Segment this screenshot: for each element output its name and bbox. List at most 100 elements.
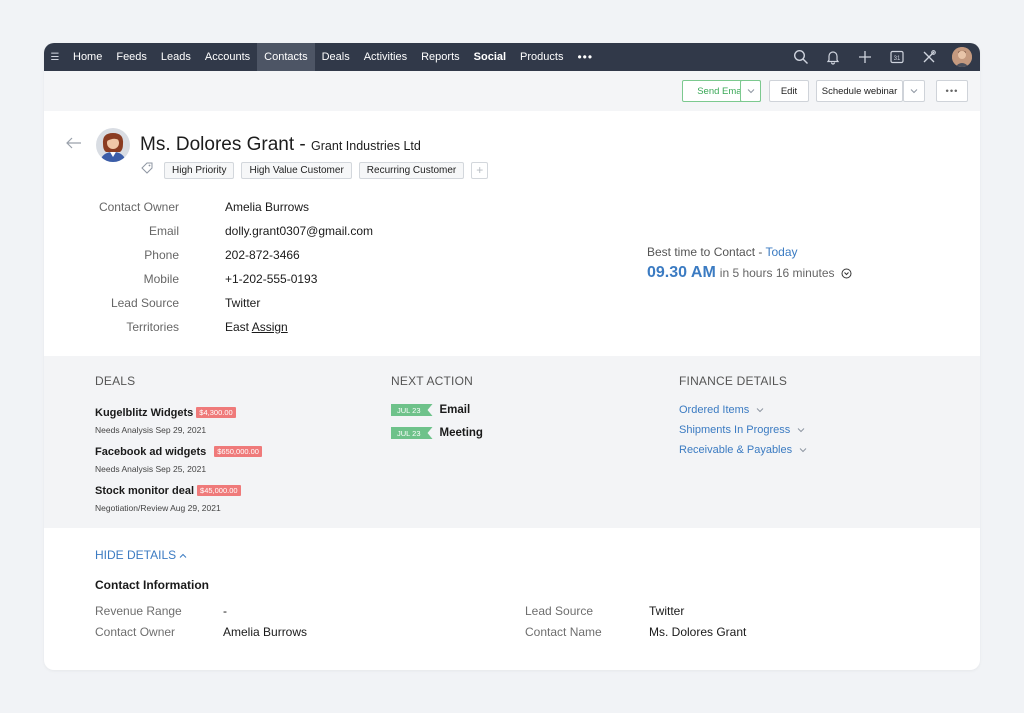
assign-link[interactable]: Assign <box>251 320 288 334</box>
finance-details-title: FINANCE DETAILS <box>679 374 788 388</box>
nav-item-leads[interactable]: Leads <box>160 51 191 63</box>
detail-label-lead-source: Lead Source <box>525 604 594 618</box>
deal-item[interactable]: Stock monitor deal $45,000.00 Negotiation… <box>95 481 241 513</box>
summary-panel: DEALS NEXT ACTION FINANCE DETAILS Kugelb… <box>44 356 980 528</box>
chevron-up-icon[interactable] <box>179 553 187 559</box>
detail-label-revenue-range: Revenue Range <box>95 604 182 618</box>
more-actions-label: ••• <box>945 85 959 97</box>
nav-right-icons: 31 <box>792 43 972 71</box>
schedule-webinar-button[interactable]: Schedule webinar <box>816 80 903 102</box>
schedule-webinar-dropdown[interactable] <box>903 80 925 102</box>
calendar-icon[interactable]: 31 <box>888 48 906 66</box>
field-label: Email <box>148 224 179 238</box>
detail-label-contact-name: Contact Name <box>525 625 602 639</box>
nav-item-feeds[interactable]: Feeds <box>116 51 147 63</box>
deal-stage: Negotiation/Review Aug 29, 2021 <box>95 503 221 513</box>
action-label[interactable]: Email <box>439 404 471 416</box>
finance-link-shipments[interactable]: Shipments In Progress <box>679 424 805 436</box>
chevron-down-icon[interactable] <box>797 425 805 435</box>
deal-amount-badge: $45,000.00 <box>197 485 241 496</box>
nav-item-accounts[interactable]: Accounts <box>204 51 251 63</box>
contact-title: Ms. Dolores Grant - Grant Industries Ltd <box>140 134 421 156</box>
deal-item[interactable]: Facebook ad widgets $650,000.00 Needs Ana… <box>95 442 262 474</box>
tag-icon <box>141 161 153 179</box>
search-icon[interactable] <box>792 48 810 66</box>
field-label: Lead Source <box>110 296 179 310</box>
detail-value-contact-name[interactable]: Ms. Dolores Grant <box>649 625 747 639</box>
nav-item-social[interactable]: Social <box>473 51 507 63</box>
best-time-text: Best time to Contact - <box>647 245 766 259</box>
finance-link-receivables[interactable]: Receivable & Payables <box>679 444 807 456</box>
next-action-item[interactable]: JUL 23 Email <box>391 404 470 416</box>
company-name[interactable]: Grant Industries Ltd <box>311 139 421 153</box>
detail-value-revenue-range[interactable]: - <box>223 604 227 618</box>
deals-title: DEALS <box>95 374 136 388</box>
crm-window: ☰ Home Feeds Leads Accounts Contacts Dea… <box>44 43 980 670</box>
nav-item-home[interactable]: Home <box>73 51 103 63</box>
send-email-label: Send Email <box>697 85 746 97</box>
finance-link-ordered-items[interactable]: Ordered Items <box>679 404 764 416</box>
schedule-webinar-label: Schedule webinar <box>821 85 898 97</box>
best-time-day: Today <box>765 245 798 259</box>
plus-icon[interactable] <box>856 48 874 66</box>
deal-amount-badge: $4,300.00 <box>196 407 236 418</box>
detail-value-contact-owner[interactable]: Amelia Burrows <box>223 625 308 639</box>
hide-details-label[interactable]: HIDE DETAILS <box>95 548 177 562</box>
field-value[interactable]: +1-202-555-0193 <box>225 272 318 286</box>
chevron-down-icon[interactable] <box>756 405 764 415</box>
add-tag-button[interactable]: + <box>471 161 489 179</box>
next-action-item[interactable]: JUL 23 Meeting <box>391 427 483 439</box>
contact-name: Ms. Dolores Grant - <box>140 134 312 155</box>
nav-item-deals[interactable]: Deals <box>321 51 350 63</box>
next-action-title: NEXT ACTION <box>391 374 473 388</box>
field-value[interactable]: dolly.grant0307@gmail.com <box>225 224 374 238</box>
deal-item[interactable]: Kugelblitz Widgets $4,300.00 Needs Analys… <box>95 403 236 435</box>
finance-link-label[interactable]: Shipments In Progress <box>679 424 791 436</box>
record-toolbar: Send Email Edit Schedule webinar ••• <box>44 71 980 111</box>
best-time-relative: in 5 hours 16 minutes <box>719 266 835 280</box>
field-value[interactable]: Twitter <box>225 296 261 310</box>
field-value[interactable]: Amelia Burrows <box>225 200 310 214</box>
user-avatar[interactable] <box>952 47 972 67</box>
tag-recurring-customer[interactable]: Recurring Customer <box>358 161 465 179</box>
territory-value: East <box>225 320 250 334</box>
tools-icon[interactable] <box>920 48 938 66</box>
deal-amount-badge: $650,000.00 <box>214 446 262 457</box>
nav-more-button[interactable]: ••• <box>577 50 594 64</box>
top-navigation: ☰ Home Feeds Leads Accounts Contacts Dea… <box>44 43 980 71</box>
contact-information-title: Contact Information <box>95 578 209 592</box>
deal-name[interactable]: Stock monitor deal <box>95 485 195 497</box>
field-label: Territories <box>126 320 179 334</box>
chevron-down-icon <box>910 89 918 94</box>
finance-link-label[interactable]: Ordered Items <box>679 404 750 416</box>
nav-item-contacts[interactable]: Contacts <box>257 43 315 71</box>
detail-value-lead-source[interactable]: Twitter <box>649 604 685 618</box>
field-label: Phone <box>144 248 179 262</box>
finance-link-label[interactable]: Receivable & Payables <box>679 444 793 456</box>
contact-avatar <box>96 128 130 167</box>
chevron-down-icon[interactable] <box>799 445 807 455</box>
field-value[interactable]: 202-872-3466 <box>225 248 300 262</box>
edit-button[interactable]: Edit <box>769 80 809 102</box>
back-arrow-icon[interactable] <box>66 136 82 153</box>
more-actions-button[interactable]: ••• <box>936 80 968 102</box>
bell-icon[interactable] <box>824 48 842 66</box>
best-time-label: Best time to Contact - Today <box>647 245 798 259</box>
hamburger-menu-icon[interactable]: ☰ <box>50 51 60 63</box>
nav-item-products[interactable]: Products <box>520 51 564 63</box>
detail-label-contact-owner: Contact Owner <box>95 625 176 639</box>
send-email-dropdown[interactable] <box>740 80 761 102</box>
nav-item-reports[interactable]: Reports <box>421 51 460 63</box>
hide-details-toggle[interactable]: HIDE DETAILS <box>95 548 187 562</box>
tag-high-priority[interactable]: High Priority <box>164 161 235 179</box>
tag-row: High Priority High Value Customer Recurr… <box>141 161 489 179</box>
deal-name[interactable]: Facebook ad widgets <box>95 446 207 458</box>
details-section: HIDE DETAILS Contact Information Revenue… <box>44 528 980 670</box>
tag-high-value-customer[interactable]: High Value Customer <box>241 161 352 179</box>
action-label[interactable]: Meeting <box>439 427 483 439</box>
edit-label: Edit <box>780 85 798 97</box>
chevron-down-circle-icon[interactable] <box>841 266 852 284</box>
deal-name[interactable]: Kugelblitz Widgets <box>95 407 194 419</box>
nav-item-activities[interactable]: Activities <box>363 51 408 63</box>
date-tag: JUL 23 <box>391 404 433 416</box>
